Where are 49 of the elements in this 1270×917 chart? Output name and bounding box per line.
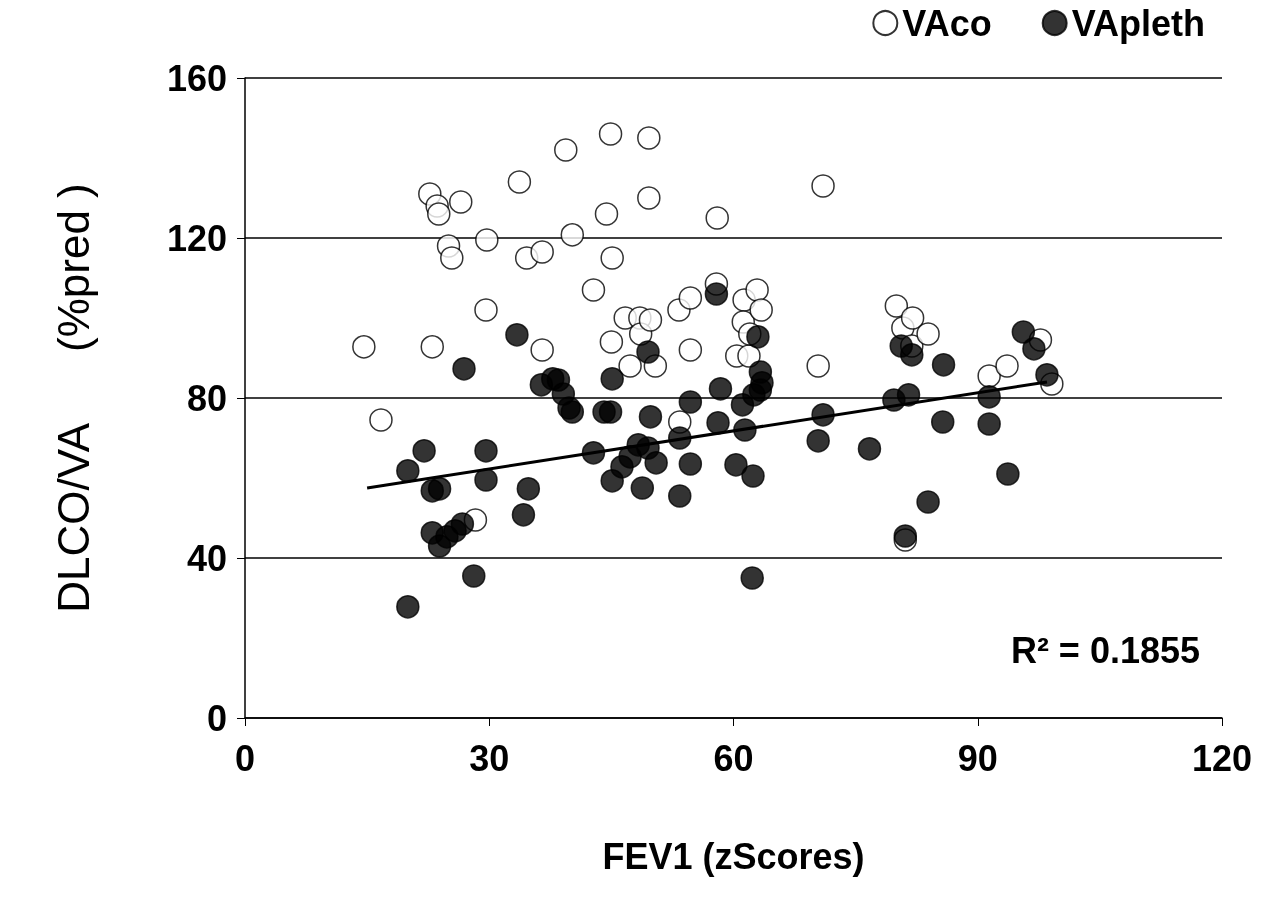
point (977, 364, 1001, 388)
point (637, 186, 661, 210)
legend-label: VApleth (1071, 2, 1206, 44)
x-axis-title: FEV1 (zScores) (602, 835, 865, 877)
x-tick-label: 60 (713, 737, 754, 779)
legend-label: VAco (902, 2, 992, 44)
point (811, 174, 835, 198)
x-tick-label: 120 (1191, 737, 1253, 779)
point (900, 306, 925, 330)
annotation: R² = 0.1855 (1010, 629, 1200, 671)
point (995, 354, 1019, 378)
point (638, 308, 663, 332)
point (560, 223, 585, 247)
point (745, 278, 769, 302)
point (530, 240, 554, 264)
point (916, 322, 940, 346)
x-tick-label: 0 (234, 737, 256, 779)
point (530, 338, 554, 362)
point (475, 228, 499, 252)
point (618, 354, 642, 378)
point (352, 335, 376, 359)
x-tick-label: 30 (469, 737, 510, 779)
point (507, 170, 532, 194)
y-tick-label: 40 (186, 537, 227, 579)
point (884, 294, 909, 318)
point (598, 122, 623, 146)
point (705, 206, 729, 230)
point (369, 408, 393, 432)
y-tick-label: 120 (166, 217, 227, 259)
point (594, 202, 619, 226)
y-tick-label: 160 (166, 57, 227, 99)
point (599, 330, 624, 354)
point (581, 278, 606, 302)
point (749, 298, 773, 322)
y-axis-title: DLCO/VA (%pred ) (48, 183, 98, 613)
y-tick-label: 80 (186, 377, 227, 419)
point (806, 354, 830, 378)
point (420, 335, 445, 359)
point (474, 298, 498, 322)
point (449, 190, 473, 214)
x-tick-label: 90 (957, 737, 998, 779)
point (600, 246, 624, 270)
point (678, 286, 703, 310)
point (554, 138, 578, 162)
point (427, 202, 451, 226)
y-tick-label: 0 (206, 697, 227, 739)
point (637, 126, 661, 150)
point (678, 338, 703, 362)
point (440, 246, 464, 270)
